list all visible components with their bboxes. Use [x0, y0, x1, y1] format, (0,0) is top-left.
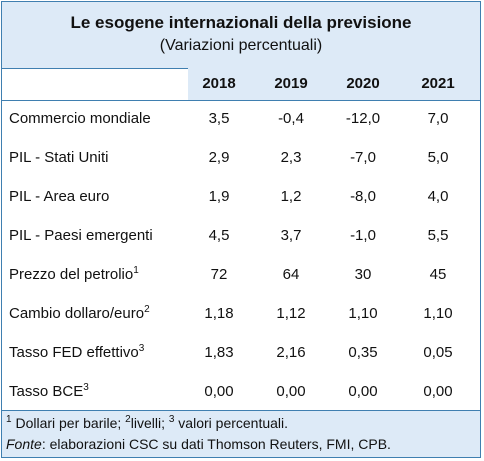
table-cell: 3,7 [280, 227, 302, 244]
row-label: Tasso FED effettivo3 [9, 343, 145, 362]
source-note: Fonte: elaborazioni CSC su dati Thomson … [6, 436, 391, 452]
table-cell: -0,4 [278, 110, 304, 127]
notes-divider [2, 410, 480, 411]
table-cell: 5,5 [427, 227, 449, 244]
row-label: PIL - Stati Uniti [9, 149, 109, 166]
table-cell: 1,83 [204, 344, 234, 361]
column-header: 2018 [202, 75, 236, 92]
table-cell: 1,10 [348, 305, 378, 322]
table-cell: 1,9 [208, 188, 230, 205]
table-cell: -12,0 [345, 110, 381, 127]
column-header: 2020 [346, 75, 380, 92]
table-cell: 4,0 [427, 188, 449, 205]
table-cell: 64 [282, 266, 300, 283]
table-cell: -8,0 [350, 188, 376, 205]
table-cell: 0,00 [276, 383, 306, 400]
column-header-divider [2, 100, 480, 101]
table-cell: 0,05 [423, 344, 453, 361]
table-cell: 2,16 [276, 344, 306, 361]
row-label: PIL - Area euro [9, 188, 110, 205]
table-cell: 45 [429, 266, 447, 283]
table-cell: 4,5 [208, 227, 230, 244]
column-header: 2019 [274, 75, 308, 92]
footnotes: 1 Dollari per barile; 2livelli; 3 valori… [6, 414, 289, 432]
table-cell: 0,35 [348, 344, 378, 361]
table-cell: 1,12 [276, 305, 306, 322]
table-cell: 0,00 [423, 383, 453, 400]
column-header-band [188, 68, 480, 101]
table-cell: -7,0 [350, 149, 376, 166]
table-cell: -1,0 [350, 227, 376, 244]
table-subtitle: (Variazioni percentuali) [159, 37, 323, 54]
table-cell: 2,9 [208, 149, 230, 166]
table-cell: 5,0 [427, 149, 449, 166]
table-cell: 1,18 [204, 305, 234, 322]
table-cell: 1,2 [280, 188, 302, 205]
footnote-marker: 3 [138, 343, 145, 354]
row-label: Cambio dollaro/euro2 [9, 304, 150, 323]
table-cell: 7,0 [427, 110, 449, 127]
footnote-marker: 3 [83, 382, 89, 393]
table-header: Le esogene internazionali della previsio… [2, 2, 480, 68]
table-cell: 3,5 [208, 110, 230, 127]
table-cell: 2,3 [280, 149, 302, 166]
footnote-marker: 1 [133, 265, 139, 276]
table-cell: 72 [210, 266, 228, 283]
table-cell: 0,00 [204, 383, 234, 400]
table-title: Le esogene internazionali della previsio… [70, 13, 412, 32]
table-notes: 1 Dollari per barile; 2livelli; 3 valori… [2, 411, 480, 457]
column-header: 2021 [421, 75, 455, 92]
footnote-marker: 2 [144, 304, 150, 315]
table-cell: 0,00 [348, 383, 378, 400]
table-cell: 1,10 [423, 305, 453, 322]
table-cell: 30 [354, 266, 372, 283]
row-label: PIL - Paesi emergenti [9, 227, 153, 244]
row-label: Prezzo del petrolio1 [9, 265, 139, 284]
row-label: Commercio mondiale [9, 110, 151, 127]
row-label: Tasso BCE3 [9, 382, 89, 401]
